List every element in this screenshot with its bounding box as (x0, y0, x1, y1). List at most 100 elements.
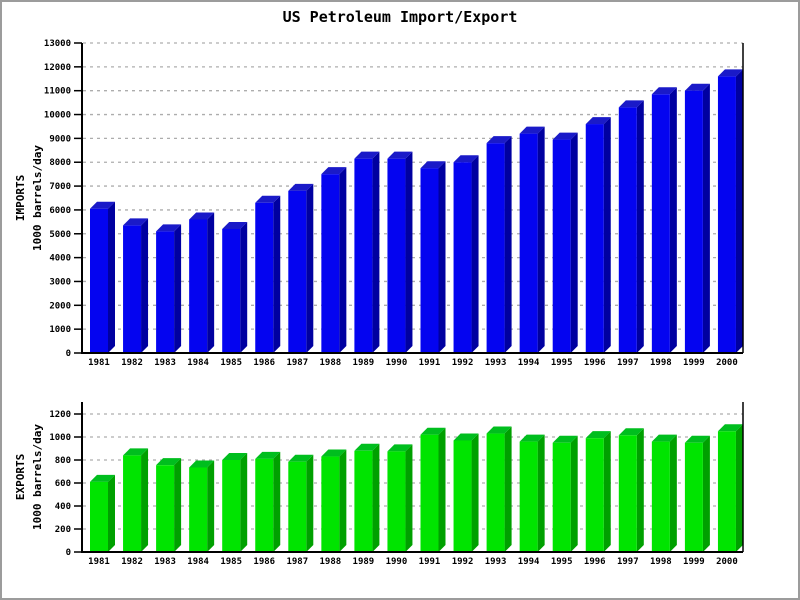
x-tick-label-1995: 1995 (551, 358, 573, 368)
bar-top-face (288, 183, 314, 191)
bar-top-face (651, 434, 677, 442)
bar-front-face (552, 139, 571, 353)
y-tick-label: 1000 (49, 433, 71, 443)
bar-top-face (255, 451, 281, 459)
bar-front-face (156, 231, 175, 353)
y-tick-label: 5000 (49, 230, 71, 240)
exports-axis-label-line2: 1000 barrels/day (31, 424, 44, 530)
bar-front-face (585, 124, 604, 353)
imports-bar-1997 (618, 100, 644, 353)
x-tick-label-1993: 1993 (485, 557, 507, 567)
exports-bar-1982 (123, 448, 149, 552)
y-tick-label: 1000 (49, 325, 71, 335)
imports-bar-2000 (717, 69, 743, 353)
x-tick-label-1996: 1996 (584, 557, 606, 567)
bar-front-face (717, 76, 736, 353)
exports-chart: 1981 1982 1983 1984 1985 1986 1987 1988 1989 1990… (14, 402, 744, 567)
bar-top-face (684, 83, 710, 91)
bar-side-face (141, 218, 149, 353)
bar-top-face (354, 151, 380, 159)
bar-top-face (519, 434, 545, 442)
bar-top-face (486, 136, 512, 144)
x-tick-label-1999: 1999 (683, 557, 705, 567)
bar-top-face (453, 433, 479, 441)
exports-bar-1984 (189, 460, 215, 552)
bar-side-face (504, 426, 512, 552)
x-tick-label-1997: 1997 (617, 358, 639, 368)
exports-bar-1994 (519, 434, 545, 552)
bar-front-face (222, 229, 241, 353)
bar-front-face (552, 442, 571, 552)
exports-bar-1988 (321, 449, 347, 552)
bar-top-face (486, 426, 512, 434)
imports-bar-1999 (684, 83, 710, 353)
exports-bar-1983 (156, 458, 182, 552)
bar-front-face (717, 431, 736, 552)
y-tick-label: 9000 (49, 134, 71, 144)
x-tick-label-1982: 1982 (121, 358, 143, 368)
bar-side-face (174, 224, 182, 353)
imports-chart: 1981 1982 1983 1984 1985 1986 1987 1988 1989 1990… (14, 39, 744, 368)
bar-top-face (618, 428, 644, 436)
bar-top-face (321, 449, 347, 457)
bar-side-face (339, 449, 347, 552)
bar-side-face (702, 83, 710, 353)
x-tick-label-1995: 1995 (551, 557, 573, 567)
bar-side-face (735, 69, 743, 353)
exports-bar-1995 (552, 435, 578, 552)
bar-side-face (405, 151, 413, 353)
bar-front-face (420, 434, 439, 552)
x-tick-label-1997: 1997 (617, 557, 639, 567)
imports-bar-1996 (585, 117, 611, 353)
y-tick-label: 3000 (49, 277, 71, 287)
imports-bar-1981 (90, 201, 115, 353)
bar-top-face (288, 454, 314, 462)
bar-top-face (222, 453, 248, 460)
imports-bar-1998 (651, 87, 677, 354)
bar-side-face (669, 87, 677, 354)
bar-side-face (603, 431, 611, 552)
bar-side-face (141, 448, 149, 552)
x-tick-label-1981: 1981 (88, 358, 110, 368)
y-tick-label: 0 (66, 349, 71, 359)
imports-bar-1995 (552, 132, 578, 353)
exports-bar-1986 (255, 451, 281, 552)
y-tick-label: 8000 (49, 158, 71, 168)
y-tick-label: 10000 (44, 111, 71, 121)
bar-front-face (651, 441, 670, 552)
y-tick-label: 400 (55, 502, 71, 512)
x-tick-label-1981: 1981 (88, 557, 110, 567)
bar-top-face (618, 100, 644, 108)
bar-side-face (273, 195, 281, 353)
bar-front-face (288, 190, 307, 353)
exports-bar-1993 (486, 426, 512, 552)
bar-front-face (354, 450, 373, 552)
bar-front-face (90, 208, 108, 353)
x-tick-label-1994: 1994 (518, 557, 540, 567)
x-tick-label-2000: 2000 (716, 358, 738, 368)
bar-top-face (684, 435, 710, 443)
bar-side-face (108, 201, 115, 353)
bar-front-face (585, 438, 604, 552)
bar-top-face (420, 427, 446, 435)
bar-top-face (123, 448, 149, 456)
bar-front-face (189, 219, 208, 353)
x-tick-label-1991: 1991 (419, 358, 441, 368)
y-tick-label: 200 (55, 525, 71, 535)
bar-side-face (174, 458, 182, 552)
bar-front-face (618, 107, 637, 353)
imports-bar-1989 (354, 151, 380, 353)
imports-bar-1994 (519, 126, 545, 353)
x-tick-label-1991: 1991 (419, 557, 441, 567)
x-tick-label-1992: 1992 (452, 557, 474, 567)
bar-top-face (90, 474, 115, 482)
bar-front-face (354, 158, 373, 353)
bar-front-face (90, 481, 108, 552)
y-tick-label: 800 (55, 456, 71, 466)
bar-side-face (306, 454, 314, 552)
bar-top-face (585, 431, 611, 439)
bar-front-face (453, 440, 472, 552)
bar-top-face (354, 443, 380, 451)
imports-bar-1992 (453, 155, 479, 353)
bar-front-face (288, 461, 307, 552)
